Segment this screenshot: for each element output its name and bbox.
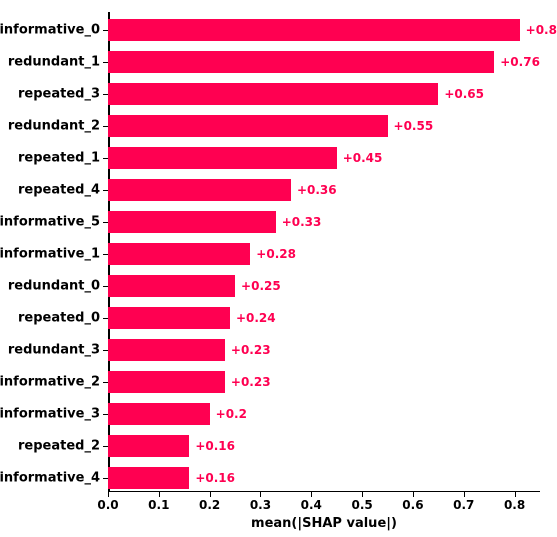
- x-tick: [260, 492, 261, 497]
- x-tick-label: 0.6: [402, 498, 423, 512]
- x-tick-label: 0.0: [97, 498, 118, 512]
- plot-area: informative_0+0.81redundant_1+0.76repeat…: [108, 12, 540, 492]
- x-tick: [464, 492, 465, 497]
- x-tick: [108, 492, 109, 497]
- shap-bar: [108, 147, 337, 169]
- x-tick: [159, 492, 160, 497]
- bar-row: repeated_4+0.36: [108, 174, 540, 206]
- bar-value-label: +0.36: [297, 183, 337, 197]
- x-tick-label: 0.7: [453, 498, 474, 512]
- feature-label: repeated_4: [18, 183, 108, 198]
- bar-row: redundant_1+0.76: [108, 46, 540, 78]
- bar-row: redundant_3+0.23: [108, 334, 540, 366]
- bar-row: informative_0+0.81: [108, 14, 540, 46]
- shap-bar: [108, 275, 235, 297]
- shap-bar: [108, 467, 189, 489]
- feature-label: redundant_2: [8, 119, 108, 134]
- feature-label: informative_3: [0, 407, 108, 422]
- shap-bar-chart: informative_0+0.81redundant_1+0.76repeat…: [0, 0, 557, 537]
- x-tick-label: 0.3: [250, 498, 271, 512]
- bar-value-label: +0.33: [282, 215, 322, 229]
- shap-bar: [108, 371, 225, 393]
- shap-bar: [108, 307, 230, 329]
- x-tick: [362, 492, 363, 497]
- bar-row: informative_2+0.23: [108, 366, 540, 398]
- bar-value-label: +0.23: [231, 343, 271, 357]
- bar-value-label: +0.55: [394, 119, 434, 133]
- x-tick-label: 0.1: [148, 498, 169, 512]
- x-axis-title: mean(|SHAP value|): [251, 516, 397, 531]
- bar-row: repeated_0+0.24: [108, 302, 540, 334]
- x-tick: [413, 492, 414, 497]
- x-tick-label: 0.5: [351, 498, 372, 512]
- bar-row: redundant_0+0.25: [108, 270, 540, 302]
- bar-value-label: +0.16: [195, 471, 235, 485]
- shap-bar: [108, 339, 225, 361]
- x-tick-label: 0.4: [301, 498, 322, 512]
- bar-value-label: +0.65: [444, 87, 484, 101]
- bar-row: repeated_2+0.16: [108, 430, 540, 462]
- feature-label: repeated_1: [18, 151, 108, 166]
- feature-label: repeated_3: [18, 87, 108, 102]
- bar-value-label: +0.76: [500, 55, 540, 69]
- x-axis-line: [108, 491, 540, 493]
- shap-bar: [108, 19, 520, 41]
- bar-row: informative_3+0.2: [108, 398, 540, 430]
- feature-label: repeated_0: [18, 311, 108, 326]
- feature-label: informative_5: [0, 215, 108, 230]
- bar-value-label: +0.24: [236, 311, 276, 325]
- bar-row: informative_5+0.33: [108, 206, 540, 238]
- bar-value-label: +0.81: [526, 23, 557, 37]
- shap-bar: [108, 211, 276, 233]
- shap-bar: [108, 83, 438, 105]
- bar-row: redundant_2+0.55: [108, 110, 540, 142]
- bar-row: informative_4+0.16: [108, 462, 540, 494]
- shap-bar: [108, 435, 189, 457]
- feature-label: repeated_2: [18, 439, 108, 454]
- feature-label: informative_0: [0, 23, 108, 38]
- bar-row: repeated_1+0.45: [108, 142, 540, 174]
- shap-bar: [108, 115, 388, 137]
- x-tick: [311, 492, 312, 497]
- bar-value-label: +0.28: [256, 247, 296, 261]
- bar-value-label: +0.25: [241, 279, 281, 293]
- x-tick-label: 0.8: [504, 498, 525, 512]
- bar-row: informative_1+0.28: [108, 238, 540, 270]
- feature-label: informative_2: [0, 375, 108, 390]
- bar-value-label: +0.23: [231, 375, 271, 389]
- feature-label: redundant_0: [8, 279, 108, 294]
- shap-bar: [108, 179, 291, 201]
- x-tick: [515, 492, 516, 497]
- bar-value-label: +0.2: [216, 407, 247, 421]
- feature-label: informative_4: [0, 471, 108, 486]
- x-tick-label: 0.2: [199, 498, 220, 512]
- feature-label: redundant_1: [8, 55, 108, 70]
- feature-label: informative_1: [0, 247, 108, 262]
- shap-bar: [108, 403, 210, 425]
- bar-row: repeated_3+0.65: [108, 78, 540, 110]
- bar-value-label: +0.45: [343, 151, 383, 165]
- shap-bar: [108, 51, 494, 73]
- bar-value-label: +0.16: [195, 439, 235, 453]
- feature-label: redundant_3: [8, 343, 108, 358]
- shap-bar: [108, 243, 250, 265]
- x-tick: [210, 492, 211, 497]
